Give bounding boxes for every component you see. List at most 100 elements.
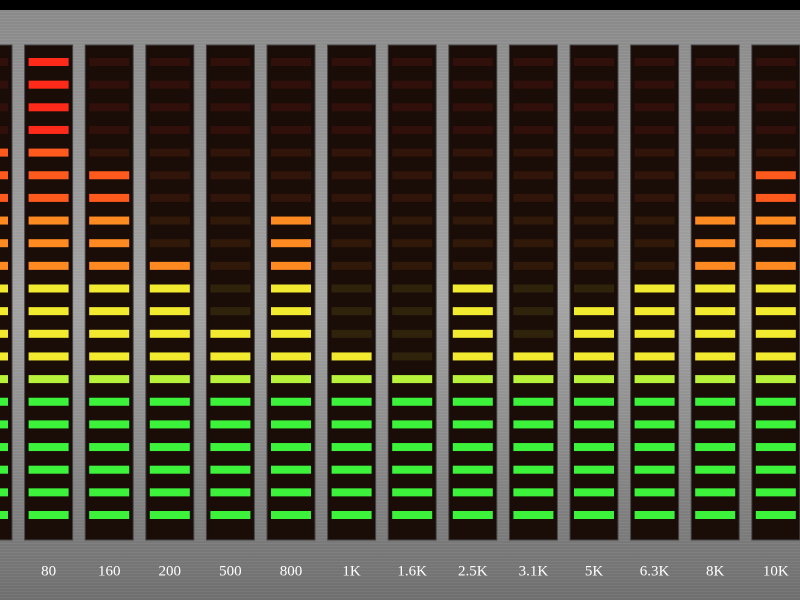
led-off — [392, 307, 433, 316]
led-on — [634, 352, 675, 361]
led-off — [452, 261, 493, 270]
led-off — [634, 261, 675, 270]
led-off — [210, 58, 251, 66]
led-on — [210, 397, 251, 406]
led-off — [392, 58, 433, 66]
led-on — [89, 511, 130, 519]
led-off — [452, 80, 493, 89]
led-off — [331, 125, 372, 134]
led-off — [452, 171, 493, 180]
led-on — [149, 352, 190, 361]
led-off — [331, 307, 372, 316]
led-on — [28, 397, 69, 406]
led-off — [392, 329, 433, 338]
led-on — [28, 420, 69, 429]
led-on — [28, 488, 69, 497]
led-off — [755, 80, 796, 89]
led-off — [331, 284, 372, 293]
led-on — [452, 352, 493, 361]
led-on — [695, 284, 736, 293]
led-off — [271, 148, 311, 157]
led-on — [28, 103, 69, 112]
led-on — [0, 488, 8, 497]
led-off — [392, 171, 433, 180]
band-label: 5K — [585, 563, 604, 579]
led-on — [0, 171, 8, 180]
led-off — [89, 103, 130, 112]
bar — [271, 216, 311, 519]
led-on — [28, 284, 69, 293]
led-on — [0, 239, 8, 248]
led-off — [513, 193, 554, 202]
bar — [452, 284, 493, 519]
bar — [28, 58, 69, 519]
led-on — [392, 511, 433, 519]
led-on — [271, 397, 311, 406]
led-off — [271, 125, 311, 134]
led-on — [28, 171, 69, 180]
led-on — [149, 397, 190, 406]
led-on — [28, 239, 69, 248]
led-on — [755, 420, 796, 429]
led-on — [755, 397, 796, 406]
led-on — [695, 465, 736, 474]
led-off — [755, 125, 796, 134]
bar — [89, 171, 130, 519]
bar — [331, 352, 372, 519]
led-off — [634, 193, 675, 202]
led-off — [695, 80, 736, 89]
led-on — [271, 307, 311, 316]
led-off — [634, 216, 675, 225]
led-on — [28, 329, 69, 338]
led-off — [89, 148, 130, 157]
led-off — [574, 80, 614, 89]
led-on — [574, 465, 614, 474]
led-off — [634, 103, 675, 112]
led-on — [695, 307, 736, 316]
led-on — [89, 239, 130, 248]
led-off — [210, 239, 251, 248]
led-on — [634, 284, 675, 293]
bar — [392, 375, 433, 519]
led-off — [452, 193, 493, 202]
led-off — [89, 80, 130, 89]
led-off — [331, 148, 372, 157]
led-off — [574, 216, 614, 225]
led-on — [574, 443, 614, 452]
led-on — [271, 488, 311, 497]
led-off — [271, 103, 311, 112]
band-label: 8K — [706, 563, 725, 579]
led-on — [331, 352, 372, 361]
led-on — [0, 420, 8, 429]
led-off — [392, 216, 433, 225]
led-on — [0, 443, 8, 452]
led-on — [210, 352, 251, 361]
led-on — [695, 329, 736, 338]
led-on — [28, 58, 69, 66]
led-off — [271, 171, 311, 180]
led-on — [210, 420, 251, 429]
led-on — [634, 511, 675, 519]
led-on — [452, 329, 493, 338]
led-on — [392, 397, 433, 406]
led-on — [574, 352, 614, 361]
led-off — [574, 284, 614, 293]
led-on — [331, 511, 372, 519]
led-on — [0, 307, 8, 316]
led-off — [331, 80, 372, 89]
led-on — [331, 465, 372, 474]
led-on — [452, 465, 493, 474]
led-off — [210, 193, 251, 202]
band-label: 6.3K — [640, 563, 670, 579]
bar — [574, 307, 614, 519]
led-off — [331, 193, 372, 202]
led-off — [392, 103, 433, 112]
led-off — [331, 58, 372, 66]
led-on — [28, 193, 69, 202]
led-on — [149, 375, 190, 384]
led-on — [574, 307, 614, 316]
led-on — [210, 488, 251, 497]
led-off — [210, 261, 251, 270]
led-off — [331, 103, 372, 112]
bar — [695, 216, 736, 519]
